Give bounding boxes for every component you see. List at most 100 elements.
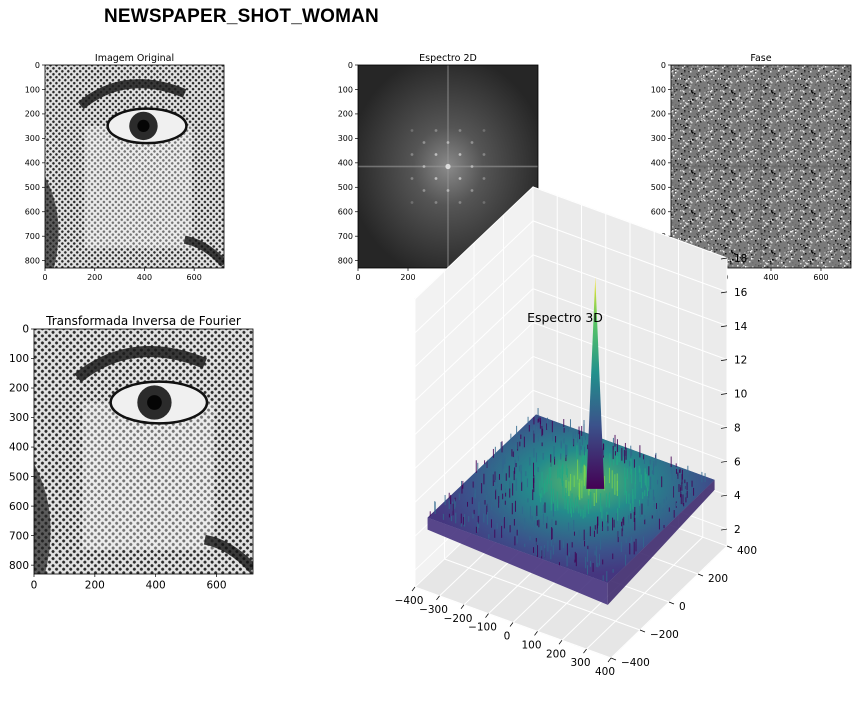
y-tick-label: 300 xyxy=(338,134,353,143)
z-tick-label: 6 xyxy=(734,456,741,468)
x-tick-label: 400 xyxy=(595,666,615,678)
chart-original: 0 200 400 600 0 100 200 300 400 500 600 700 800 Image… xyxy=(25,53,225,282)
spectrum-peak xyxy=(434,129,438,132)
spectrum-peak xyxy=(410,153,414,156)
spectrum-peak xyxy=(446,141,450,144)
axes-frame xyxy=(33,328,254,575)
y-tick-label: 200 xyxy=(708,573,728,585)
z-tick xyxy=(720,528,728,531)
z-tick xyxy=(720,359,728,361)
spectrum-peak xyxy=(482,201,486,204)
spectrum-peak xyxy=(470,165,474,168)
y-tick-label: 500 xyxy=(651,183,666,192)
chart-spectrum3d: −400−300−200−1000100200300400−400−200020… xyxy=(395,186,757,678)
pupil xyxy=(147,395,162,410)
y-tick-label: 600 xyxy=(338,208,353,217)
y-tick-label: 100 xyxy=(25,85,40,94)
nostril xyxy=(183,235,224,267)
chart-title: Espectro 2D xyxy=(419,53,477,64)
z-tick xyxy=(720,291,728,294)
spectrum-peak xyxy=(422,189,426,192)
x-tick-label: 600 xyxy=(206,580,226,592)
wall-grid-z xyxy=(414,389,728,503)
y-tick-label: 400 xyxy=(9,442,29,454)
eyebrow xyxy=(77,79,187,110)
chart-title: Fase xyxy=(750,53,771,64)
y-tick-label: 500 xyxy=(25,183,40,192)
x-tick-label: −200 xyxy=(444,613,473,625)
y-tick-label: 100 xyxy=(9,353,29,365)
spectrum-peak xyxy=(434,153,438,156)
x-tick-label: 100 xyxy=(521,639,541,651)
x-tick-label: 0 xyxy=(31,580,38,592)
y-tick xyxy=(668,601,675,605)
axes-frame xyxy=(44,64,225,269)
y-tick-label: 400 xyxy=(737,545,757,557)
y-tick-label: 700 xyxy=(25,232,40,241)
z-tick-label: 2 xyxy=(734,524,741,536)
y-tick-label: 100 xyxy=(651,85,666,94)
y-tick-label: 600 xyxy=(9,501,29,513)
z-tick-label: 14 xyxy=(734,321,748,333)
z-tick-label: 16 xyxy=(734,287,748,299)
chart-title: Espectro 3D xyxy=(527,310,603,325)
x-tick xyxy=(583,648,587,654)
axes-frame xyxy=(670,64,852,269)
chart-title: Imagem Original xyxy=(95,53,174,64)
page-title: NEWSPAPER_SHOT_WOMAN xyxy=(104,6,379,27)
x-tick xyxy=(607,657,612,663)
spectrum-peak xyxy=(458,153,462,156)
x-tick-label: 200 xyxy=(87,273,102,282)
x-tick-label: 0 xyxy=(504,631,511,643)
y-tick-label: 200 xyxy=(9,383,29,395)
x-tick-label: −100 xyxy=(468,622,497,634)
y-tick-label: 600 xyxy=(25,208,40,217)
spectrum-peak xyxy=(482,129,486,132)
x-tick-label: −300 xyxy=(419,604,448,616)
eyebrow xyxy=(74,346,207,383)
spectrum-peak xyxy=(458,129,462,132)
y-tick-label: 0 xyxy=(35,61,40,70)
x-tick xyxy=(411,586,416,592)
y-tick-label: 300 xyxy=(9,412,29,424)
y-tick xyxy=(610,657,617,661)
spectrum-peak xyxy=(410,201,414,204)
x-tick-label: 600 xyxy=(187,273,202,282)
x-tick-label: 600 xyxy=(813,273,828,282)
x-tick-label: −400 xyxy=(395,595,424,607)
x-tick xyxy=(460,604,465,609)
y-tick-label: −200 xyxy=(650,629,679,641)
x-tick-label: 400 xyxy=(146,580,166,592)
z-tick xyxy=(720,494,728,497)
z-tick-label: 4 xyxy=(734,490,741,502)
surface-skirt-right xyxy=(607,479,715,605)
y-tick-label: 800 xyxy=(9,560,29,572)
x-tick xyxy=(485,613,489,618)
x-tick-label: 0 xyxy=(355,273,360,282)
halftone-area xyxy=(45,65,224,268)
wall-grid-z xyxy=(414,321,728,435)
y-tick-label: 300 xyxy=(651,134,666,143)
z-tick xyxy=(720,427,728,429)
y-tick-label: 800 xyxy=(338,256,353,265)
x-tick-label: 0 xyxy=(42,273,47,282)
wall-grid-z xyxy=(414,186,728,300)
y-tick-label: 400 xyxy=(338,159,353,168)
wall-grid-z xyxy=(414,355,728,469)
x-tick-label: 200 xyxy=(400,273,415,282)
floor-grid-y xyxy=(444,558,641,631)
wall-grid-z xyxy=(414,288,728,402)
y-tick-label: 100 xyxy=(338,85,353,94)
spectrum-peak xyxy=(446,189,450,192)
spectrum-peak xyxy=(445,163,451,170)
x-tick xyxy=(436,595,440,601)
y-tick-label: 300 xyxy=(25,134,40,143)
y-tick-label: 700 xyxy=(338,232,353,241)
nostril xyxy=(203,534,253,573)
y-tick-label: 0 xyxy=(661,61,666,70)
cheek-shadow xyxy=(45,176,59,268)
y-tick-label: 0 xyxy=(348,61,353,70)
y-tick-label: 200 xyxy=(25,110,40,119)
wall-grid-z xyxy=(414,254,728,368)
cheek-shadow xyxy=(34,463,51,574)
